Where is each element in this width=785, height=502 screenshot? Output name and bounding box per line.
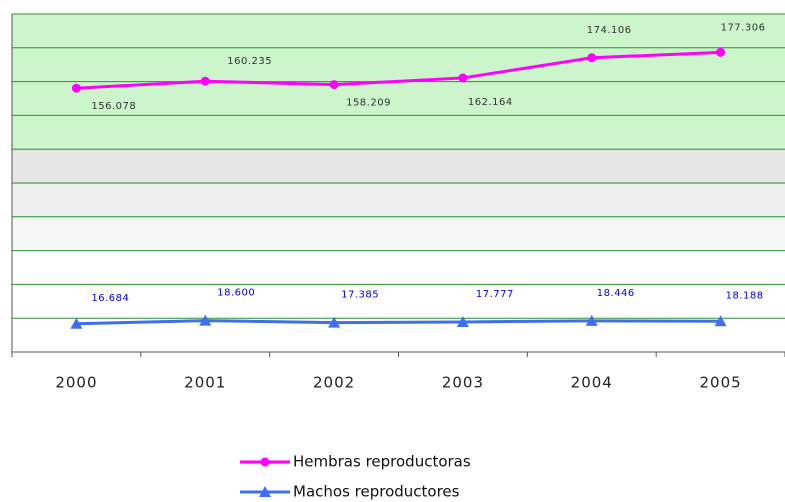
data-label: 17.385 xyxy=(341,290,379,301)
point xyxy=(329,80,339,90)
data-label: 160.235 xyxy=(227,56,272,67)
data-label: 18.600 xyxy=(217,288,255,299)
data-label: 18.188 xyxy=(726,290,764,301)
data-label: 174.106 xyxy=(587,25,632,36)
legend-marker xyxy=(259,486,271,497)
data-label: 177.306 xyxy=(721,22,766,33)
data-label: 16.684 xyxy=(91,293,129,304)
point xyxy=(585,314,598,326)
plot-background xyxy=(12,14,785,352)
x-tick-label: 2000 xyxy=(55,374,97,392)
point xyxy=(70,317,83,329)
point xyxy=(587,53,597,63)
x-tick-label: 2005 xyxy=(699,374,741,392)
point xyxy=(716,47,726,57)
x-tick-label: 2003 xyxy=(442,374,484,392)
legend-label: Hembras reproductoras xyxy=(293,453,471,471)
legend-marker xyxy=(260,457,270,467)
point xyxy=(199,314,212,326)
point xyxy=(458,73,468,83)
point xyxy=(71,83,81,93)
data-label: 18.446 xyxy=(597,288,635,299)
data-label: 158.209 xyxy=(346,98,391,109)
point xyxy=(456,315,469,327)
series-line xyxy=(76,50,721,90)
point xyxy=(328,316,341,328)
x-tick-label: 2002 xyxy=(313,374,355,392)
legend-label: Machos reproductores xyxy=(293,483,460,501)
point xyxy=(714,315,727,327)
x-tick-label: 2001 xyxy=(184,374,226,392)
data-label: 17.777 xyxy=(476,289,514,300)
series-line xyxy=(76,319,721,326)
data-label: 162.164 xyxy=(468,97,513,108)
x-tick-label: 2004 xyxy=(571,374,613,392)
point xyxy=(200,76,210,86)
data-label: 156.078 xyxy=(91,101,136,112)
